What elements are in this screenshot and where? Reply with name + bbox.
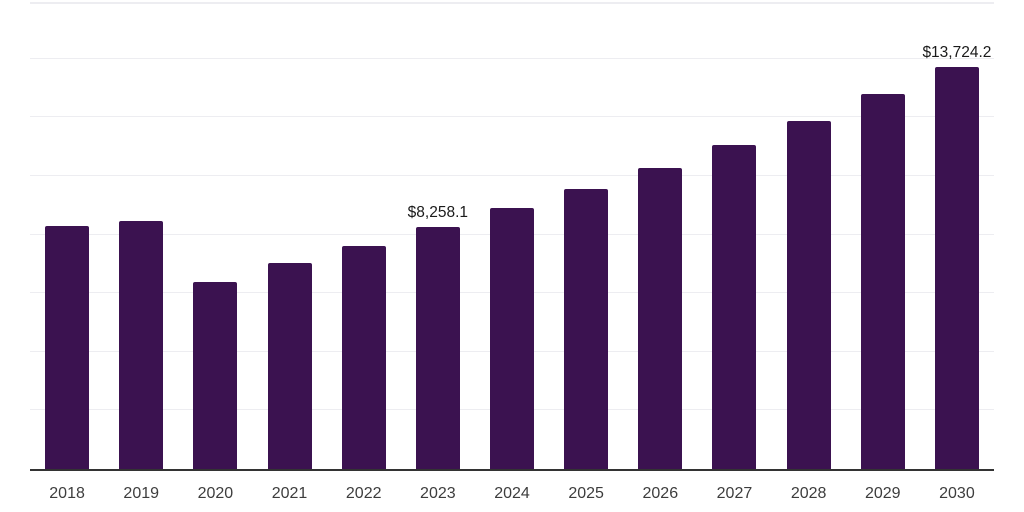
- x-tick-2030: 2030: [939, 485, 975, 502]
- x-axis: 2018 2019 2020 2021 2022 2023 2024 2025 2026 2027…: [30, 484, 994, 506]
- bar-2018: [45, 225, 90, 469]
- data-label-2023: $8,258.1: [407, 203, 469, 221]
- x-tick-2027: 2027: [716, 485, 753, 502]
- x-tick-2026: 2026: [642, 485, 679, 502]
- bar-2023: [415, 226, 460, 469]
- x-tick-2022: 2022: [345, 485, 382, 502]
- gridline-12000: [30, 116, 994, 118]
- x-tick-2018: 2018: [49, 485, 85, 502]
- bar-2019: [119, 221, 164, 469]
- x-tick-2025: 2025: [568, 485, 604, 502]
- bar-2021: [267, 262, 312, 469]
- bar-2022: [341, 245, 386, 469]
- x-tick-2028: 2028: [790, 485, 827, 502]
- bar-2029: [860, 93, 905, 469]
- bar-2028: [786, 120, 831, 469]
- plot-area: $8,258.1 $13,724.2: [30, 2, 994, 471]
- gridline-14000: [30, 57, 994, 59]
- bar-2020: [193, 282, 238, 469]
- x-tick-2029: 2029: [864, 485, 901, 502]
- gridline-10000: [30, 174, 994, 176]
- data-label-2030: $13,724.2: [922, 43, 992, 61]
- bar-2024: [490, 208, 534, 469]
- x-tick-2023: 2023: [420, 485, 456, 502]
- bar-2027: [712, 144, 757, 469]
- bar-2026: [638, 168, 683, 469]
- x-tick-2020: 2020: [197, 485, 234, 502]
- x-tick-2021: 2021: [271, 485, 308, 502]
- x-tick-2024: 2024: [494, 485, 530, 502]
- x-tick-2019: 2019: [123, 485, 160, 502]
- bar-2030: [934, 66, 979, 469]
- bar-2025: [564, 188, 609, 469]
